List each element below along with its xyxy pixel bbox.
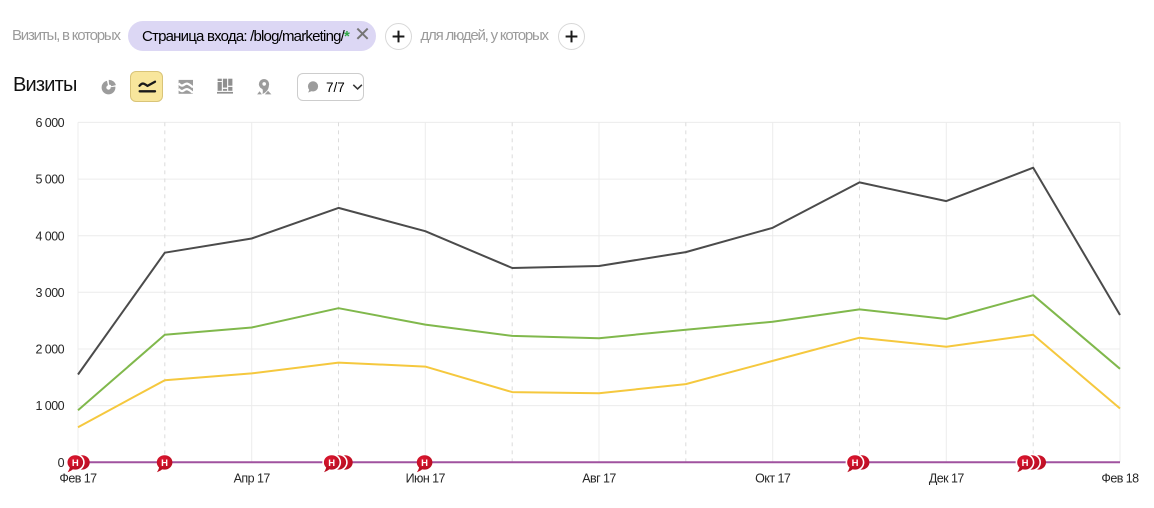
svg-text:1 000: 1 000 — [35, 399, 64, 413]
svg-text:Н: Н — [328, 458, 335, 469]
svg-text:6 000: 6 000 — [35, 116, 64, 130]
svg-text:Апр 17: Апр 17 — [234, 472, 271, 486]
svg-text:Июн 17: Июн 17 — [406, 472, 446, 486]
svg-text:Фев 18: Фев 18 — [1101, 472, 1139, 486]
svg-text:4 000: 4 000 — [35, 229, 64, 243]
svg-text:Н: Н — [421, 458, 428, 469]
svg-text:Дек 17: Дек 17 — [929, 472, 965, 486]
svg-text:Н: Н — [161, 458, 168, 469]
svg-text:2 000: 2 000 — [35, 343, 64, 357]
svg-text:3 000: 3 000 — [35, 286, 64, 300]
svg-text:Н: Н — [72, 458, 79, 469]
svg-text:0: 0 — [58, 456, 65, 470]
svg-text:5 000: 5 000 — [35, 173, 64, 187]
svg-text:Окт 17: Окт 17 — [755, 472, 791, 486]
svg-text:Фев 17: Фев 17 — [59, 472, 97, 486]
svg-text:Н: Н — [852, 458, 859, 469]
svg-text:Н: Н — [1022, 458, 1029, 469]
svg-text:Авг 17: Авг 17 — [582, 472, 616, 486]
